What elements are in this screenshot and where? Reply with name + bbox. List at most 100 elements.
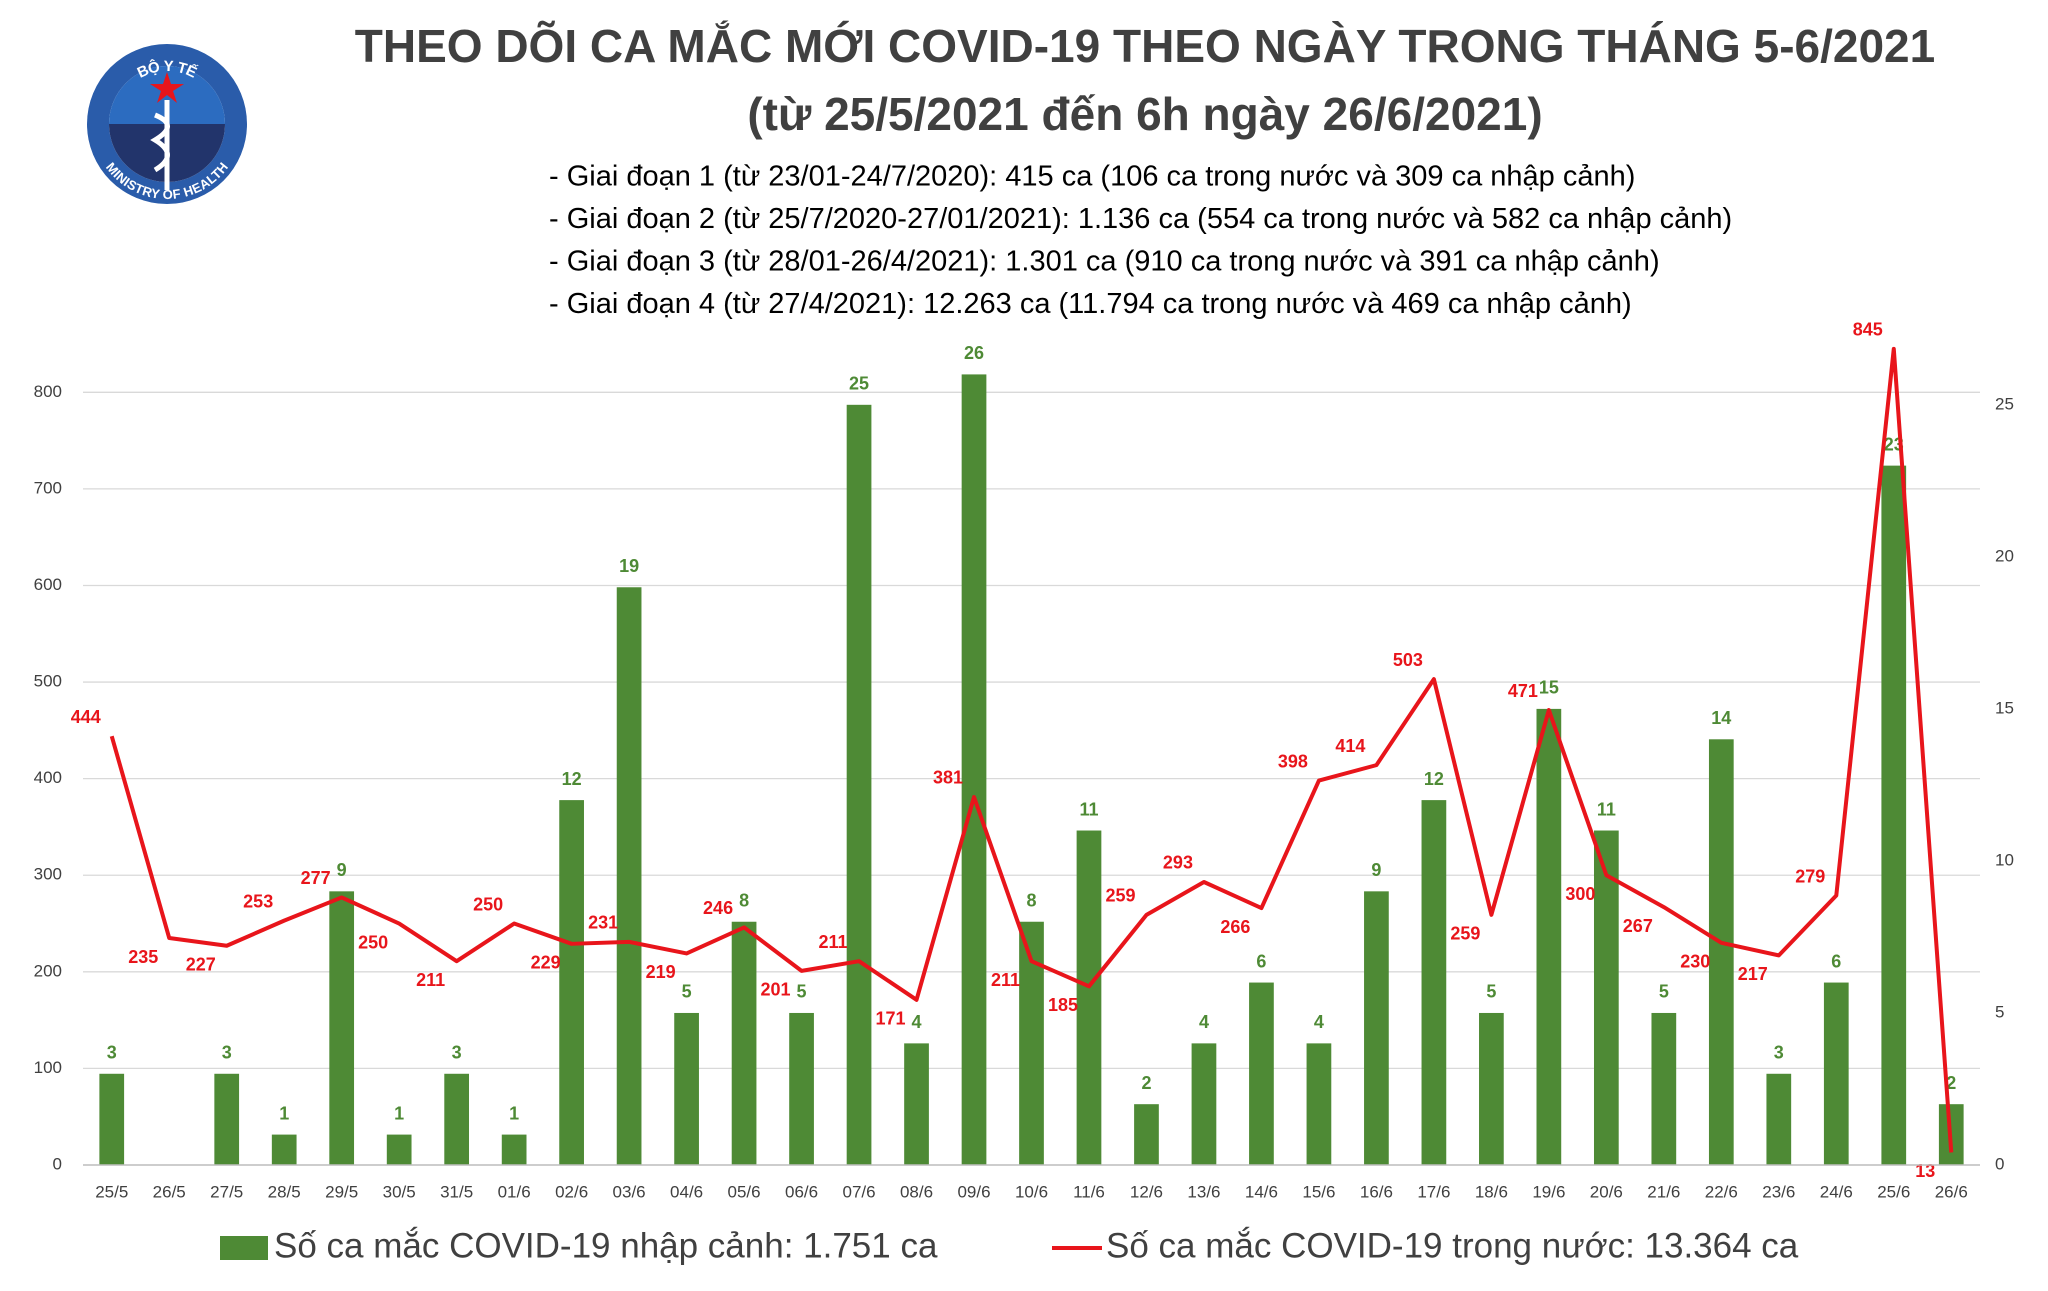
bar (1249, 982, 1274, 1165)
bar (329, 891, 355, 1165)
line-label: 444 (71, 707, 101, 727)
line-label: 211 (991, 970, 1020, 990)
bar (99, 1073, 125, 1165)
legend-label: Số ca mắc COVID-19 trong nước: 13.364 ca (1106, 1226, 1799, 1265)
bar-label: 12 (1424, 769, 1444, 789)
line-label: 300 (1565, 884, 1595, 904)
bar-label: 4 (1199, 1012, 1209, 1032)
bar (1708, 739, 1734, 1165)
x-tick-label: 24/6 (1820, 1182, 1853, 1201)
line-label: 231 (588, 913, 618, 933)
x-tick-label: 02/6 (555, 1182, 588, 1201)
x-tick-label: 25/5 (95, 1182, 128, 1201)
line-label: 13 (1915, 1161, 1935, 1181)
line-label: 171 (876, 1009, 906, 1029)
line-label: 266 (1220, 917, 1250, 937)
bar-label: 1 (509, 1103, 519, 1123)
bar-label: 26 (964, 343, 984, 363)
x-tick-label: 12/6 (1130, 1182, 1163, 1201)
y2-tick-label: 5 (1995, 1002, 2004, 1021)
bar (444, 1073, 470, 1165)
x-tick-label: 15/6 (1302, 1182, 1335, 1201)
line-label: 398 (1278, 751, 1308, 771)
y2-tick-label: 0 (1995, 1154, 2004, 1173)
bar-label: 6 (1256, 951, 1266, 971)
line-label: 414 (1335, 736, 1365, 756)
bar-label: 2 (1141, 1073, 1151, 1093)
line-label: 219 (646, 962, 676, 982)
x-tick-label: 23/6 (1762, 1182, 1795, 1201)
bar (1651, 1012, 1677, 1165)
bar-label: 8 (739, 890, 749, 910)
y-tick-label: 600 (34, 575, 62, 594)
bar (961, 374, 987, 1165)
line (109, 346, 1954, 1153)
bar-label: 5 (682, 982, 692, 1002)
bar (271, 1134, 297, 1165)
bar-label: 3 (1774, 1043, 1784, 1063)
y2-tick-label: 25 (1995, 394, 2014, 413)
x-tick-label: 29/5 (325, 1182, 358, 1201)
y-tick-label: 800 (34, 382, 62, 401)
x-tick-label: 17/6 (1417, 1182, 1450, 1201)
x-tick-label: 03/6 (613, 1182, 646, 1201)
bar (731, 921, 757, 1165)
bar (214, 1073, 240, 1165)
y-tick-label: 500 (34, 672, 62, 691)
y-tick-label: 200 (34, 961, 62, 980)
y-tick-label: 700 (34, 478, 62, 497)
chart-title: THEO DÕI CA MẮC MỚI COVID-19 THEO NGÀY T… (355, 20, 1935, 72)
x-tick-label: 28/5 (268, 1182, 301, 1201)
x-tick-label: 30/5 (383, 1182, 416, 1201)
bar-label: 9 (1371, 860, 1381, 880)
bar-label: 1 (279, 1103, 289, 1123)
x-tick-label: 20/6 (1590, 1182, 1623, 1201)
x-tick-label: 01/6 (498, 1182, 531, 1201)
bar-label: 3 (452, 1043, 462, 1063)
bar-label: 3 (222, 1043, 232, 1063)
bar-label: 1 (394, 1103, 404, 1123)
y2-tick-label: 10 (1995, 850, 2014, 869)
line-label: 246 (703, 898, 733, 918)
bar (616, 587, 642, 1165)
x-tick-label: 21/6 (1647, 1182, 1680, 1201)
line-label: 229 (531, 953, 561, 973)
x-tick-label: 25/6 (1877, 1182, 1910, 1201)
x-tick-label: 04/6 (670, 1182, 703, 1201)
x-tick-label: 27/5 (210, 1182, 243, 1201)
bar-label: 19 (619, 556, 639, 576)
line-label: 230 (1680, 952, 1710, 972)
y-tick-label: 100 (34, 1058, 62, 1077)
bar-label: 9 (337, 860, 347, 880)
y-tick-label: 400 (34, 768, 62, 787)
line-label: 185 (1048, 995, 1078, 1015)
bar-label: 2 (1946, 1073, 1956, 1093)
bar (1766, 1073, 1792, 1165)
bar (1536, 708, 1562, 1165)
line-label: 267 (1623, 916, 1653, 936)
line-label: 259 (1450, 924, 1480, 944)
y-tick-label: 0 (53, 1154, 62, 1173)
line-label: 381 (933, 768, 963, 788)
bar (904, 1043, 929, 1165)
x-tick-label: 22/6 (1705, 1182, 1738, 1201)
x-tick-label: 31/5 (440, 1182, 473, 1201)
bar (1593, 830, 1619, 1165)
line-label: 845 (1853, 320, 1883, 340)
bar (1421, 800, 1447, 1165)
x-tick-label: 07/6 (842, 1182, 875, 1201)
x-tick-label: 05/6 (728, 1182, 761, 1201)
bar (559, 800, 584, 1165)
bar (1306, 1043, 1332, 1165)
bar-label: 12 (562, 769, 582, 789)
line-label: 201 (761, 980, 791, 1000)
bar-label: 5 (1659, 982, 1669, 1002)
x-tick-label: 13/6 (1187, 1182, 1220, 1201)
x-tick-label: 06/6 (785, 1182, 818, 1201)
note: - Giai đoạn 4 (từ 27/4/2021): 12.263 ca … (549, 288, 1632, 320)
logo-staff (150, 100, 170, 190)
bar (674, 1012, 699, 1165)
x-tick-label: 14/6 (1245, 1182, 1278, 1201)
x-tick-label: 26/5 (153, 1182, 186, 1201)
line-label: 211 (416, 970, 445, 990)
